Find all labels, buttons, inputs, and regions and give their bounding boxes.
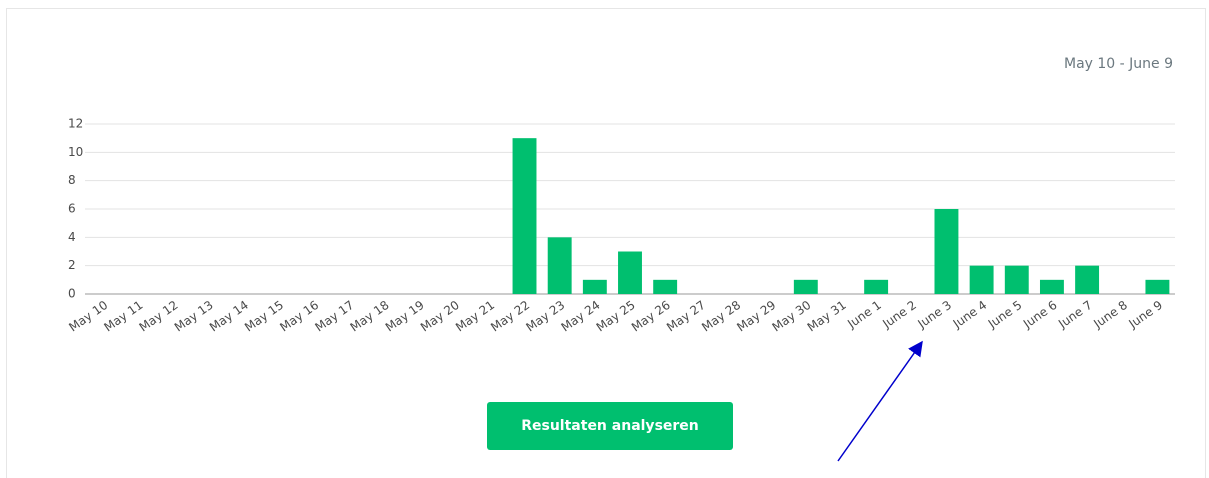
- bar: [1075, 265, 1100, 294]
- x-tick-label: May 26: [629, 298, 673, 335]
- bar: [618, 251, 642, 294]
- x-tick-label: June 4: [950, 298, 990, 332]
- y-tick-label: 0: [68, 287, 76, 301]
- x-tick-label: May 24: [559, 298, 603, 335]
- bar: [934, 209, 959, 294]
- bar: [547, 237, 572, 294]
- x-tick-label: May 20: [418, 298, 462, 335]
- x-tick-label: May 14: [207, 298, 251, 335]
- bar: [1039, 279, 1064, 294]
- bar: [512, 138, 537, 294]
- y-tick-label: 10: [68, 145, 83, 159]
- x-tick-label: May 13: [172, 298, 216, 335]
- date-range: May 10 - June 9: [1063, 56, 1173, 72]
- analyze-button[interactable]: Resultaten analyseren: [487, 402, 733, 450]
- bar: [1004, 265, 1029, 294]
- card: [6, 8, 1206, 478]
- bar: [969, 265, 994, 294]
- x-tick-label: May 21: [453, 298, 497, 335]
- x-tick-label: May 30: [770, 298, 814, 335]
- x-tick-label: June 7: [1055, 298, 1095, 332]
- y-tick-label: 8: [68, 173, 76, 187]
- bar: [1145, 279, 1170, 294]
- x-tick-label: May 16: [277, 298, 321, 335]
- bar: [653, 279, 678, 294]
- x-tick-label: May 18: [348, 298, 392, 335]
- bar: [582, 279, 607, 294]
- y-tick-label: 12: [68, 117, 83, 131]
- y-tick-label: 6: [68, 202, 76, 216]
- x-tick-label: June 6: [1020, 298, 1060, 332]
- x-tick-label: May 17: [312, 298, 356, 335]
- x-tick-label: May 27: [664, 298, 708, 335]
- x-tick-label: June 3: [915, 298, 955, 332]
- x-tick-label: May 22: [488, 298, 532, 335]
- bar: [793, 279, 818, 294]
- x-tick-label: May 31: [805, 298, 849, 335]
- annotation-arrow: [837, 340, 923, 462]
- x-tick-label: May 25: [594, 298, 638, 335]
- x-tick-label: June 1: [844, 298, 884, 332]
- y-tick-label: 4: [68, 230, 76, 244]
- x-tick-label: May 11: [101, 298, 145, 335]
- x-tick-label: May 15: [242, 298, 286, 335]
- bar: [864, 279, 889, 294]
- x-tick-label: May 19: [383, 298, 427, 335]
- x-tick-label: May 23: [523, 298, 567, 335]
- x-tick-label: June 9: [1126, 298, 1166, 332]
- y-tick-label: 2: [68, 258, 76, 272]
- x-tick-label: May 12: [137, 298, 181, 335]
- x-tick-label: May 29: [734, 298, 778, 335]
- x-tick-label: May 28: [699, 298, 743, 335]
- x-tick-label: June 5: [985, 298, 1025, 332]
- x-tick-label: June 2: [879, 298, 919, 332]
- x-tick-label: May 10: [66, 298, 110, 335]
- x-tick-label: June 8: [1090, 298, 1130, 332]
